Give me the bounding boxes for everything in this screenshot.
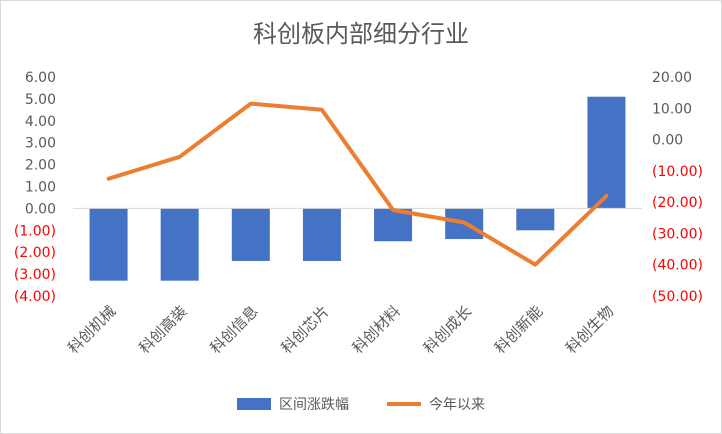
category-label: 科创机械 xyxy=(64,302,119,357)
category-label: 科创成长 xyxy=(420,302,475,357)
category-label: 科创信息 xyxy=(206,302,261,357)
right-axis-tick-label: (30.00) xyxy=(652,226,703,242)
left-axis-tick-label: (1.00) xyxy=(14,223,56,239)
right-axis-tick-label: (10.00) xyxy=(652,164,703,180)
left-axis-tick-label: (2.00) xyxy=(14,245,56,261)
bar-8 xyxy=(587,96,626,209)
left-axis-tick-label: 3.00 xyxy=(25,136,56,152)
category-label: 科创芯片 xyxy=(278,302,333,357)
legend-item-bar: 区间涨跌幅 xyxy=(237,394,349,414)
legend-swatch-bar xyxy=(237,398,271,410)
legend-label-bar: 区间涨跌幅 xyxy=(279,397,349,413)
legend-item-line: 今年以来 xyxy=(387,394,485,414)
right-axis-tick-label: (40.00) xyxy=(652,258,703,274)
left-axis-tick-label: (3.00) xyxy=(14,267,56,283)
bar-1 xyxy=(89,208,128,281)
left-axis-tick-label: 4.00 xyxy=(25,114,56,130)
category-label: 科创生物 xyxy=(562,302,617,357)
bar-7 xyxy=(516,208,555,231)
category-label: 科创材料 xyxy=(349,302,404,357)
left-axis-tick-label: 2.00 xyxy=(25,158,56,174)
right-axis-tick-label: 0.00 xyxy=(652,133,683,149)
category-label: 科创新能 xyxy=(491,302,546,357)
legend-swatch-line xyxy=(387,402,421,406)
line-series-ytd xyxy=(106,101,609,267)
left-axis-tick-label: 6.00 xyxy=(25,70,56,86)
left-axis-tick-label: 1.00 xyxy=(25,180,56,196)
legend-label-line: 今年以来 xyxy=(429,397,485,413)
left-axis-tick-label: 5.00 xyxy=(25,92,56,108)
left-axis-tick-label: 0.00 xyxy=(25,201,56,217)
left-axis-tick-label: (4.00) xyxy=(14,289,56,305)
chart-title: 科创板内部细分行业 xyxy=(253,20,469,48)
right-axis-tick-label: 20.00 xyxy=(652,70,692,86)
chart-legend: 区间涨跌幅 今年以来 xyxy=(0,394,722,414)
right-axis-tick-label: (20.00) xyxy=(652,195,703,211)
right-axis-tick-label: (50.00) xyxy=(652,289,703,305)
bar-2 xyxy=(160,208,199,281)
bar-4 xyxy=(302,208,341,261)
bar-3 xyxy=(231,208,270,261)
right-axis-tick-label: 10.00 xyxy=(652,101,692,117)
category-label: 科创高装 xyxy=(135,302,190,357)
